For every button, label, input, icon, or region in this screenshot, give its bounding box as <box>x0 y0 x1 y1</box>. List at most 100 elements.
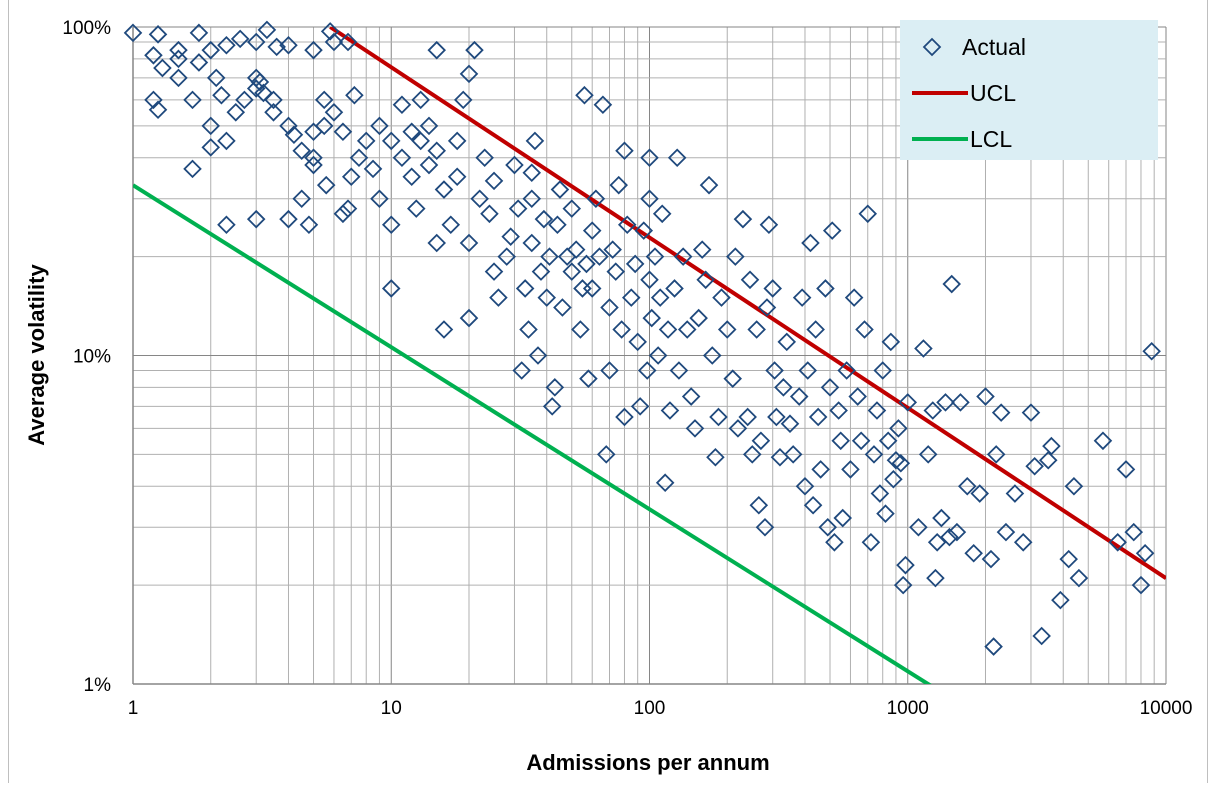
data-point <box>792 288 812 307</box>
data-point <box>789 387 809 406</box>
data-point <box>751 431 771 451</box>
data-point <box>699 175 719 195</box>
data-point <box>728 419 748 438</box>
data-point <box>246 209 266 229</box>
data-point <box>279 35 298 55</box>
data-point <box>304 155 323 175</box>
data-point <box>314 116 334 136</box>
data-point <box>553 298 572 317</box>
data-point <box>685 419 705 438</box>
data-point <box>545 378 565 397</box>
data-point <box>831 431 850 451</box>
data-point <box>169 68 188 88</box>
data-point <box>1131 575 1151 595</box>
data-point <box>757 298 777 317</box>
data-point <box>148 25 168 44</box>
data-point <box>637 361 657 380</box>
data-point <box>755 517 775 537</box>
legend-label: LCL <box>970 126 1012 152</box>
data-point <box>689 308 708 328</box>
data-point <box>537 288 557 307</box>
data-point <box>981 549 1001 569</box>
data-point <box>528 346 548 365</box>
data-point <box>1059 549 1078 569</box>
data-point <box>947 522 967 542</box>
data-point <box>579 369 598 388</box>
data-point <box>562 199 582 218</box>
data-point <box>876 504 895 523</box>
data-point <box>820 378 840 397</box>
chart-frame <box>8 0 1208 783</box>
ucl-line <box>329 27 1166 580</box>
data-point <box>673 247 693 266</box>
data-point <box>1042 436 1061 456</box>
data-point <box>640 148 659 167</box>
data-point <box>1013 533 1033 552</box>
data-point <box>861 533 881 552</box>
data-point <box>878 431 898 451</box>
data-point <box>615 407 634 427</box>
data-point <box>881 332 901 352</box>
data-point <box>419 155 439 175</box>
data-point <box>590 247 609 266</box>
data-point <box>858 204 878 224</box>
data-point <box>763 279 782 298</box>
data-point <box>264 90 283 110</box>
data-point <box>201 138 221 157</box>
data-point <box>884 469 903 489</box>
data-point <box>316 175 336 195</box>
data-point <box>183 90 202 110</box>
data-point <box>459 233 479 253</box>
data-point <box>148 100 168 119</box>
data-point <box>603 240 622 259</box>
data-point <box>829 401 848 420</box>
data-point <box>717 320 737 339</box>
legend-box <box>900 20 1158 160</box>
ucl-layer <box>329 27 1166 580</box>
data-point <box>816 279 835 298</box>
data-point <box>447 167 467 187</box>
data-point <box>951 393 970 412</box>
data-point <box>573 279 592 298</box>
data-point <box>254 83 273 103</box>
data-point <box>292 189 311 209</box>
data-point <box>783 445 803 464</box>
data-point <box>774 378 793 397</box>
data-point <box>566 240 586 259</box>
data-point <box>189 23 209 43</box>
data-point <box>1116 460 1136 479</box>
data-point <box>201 40 221 60</box>
data-point <box>642 308 661 328</box>
data-point <box>169 49 188 69</box>
y-axis-title: Average volatility <box>24 264 49 446</box>
data-point <box>991 403 1011 422</box>
data-point <box>645 247 665 266</box>
data-point <box>540 247 559 266</box>
data-point <box>508 199 528 218</box>
data-point <box>441 215 461 235</box>
data-point <box>230 29 250 49</box>
data-point <box>837 361 856 380</box>
data-point <box>1124 522 1144 542</box>
data-point <box>586 189 606 209</box>
data-point <box>634 221 654 240</box>
data-point <box>914 339 933 358</box>
data-point <box>677 320 697 339</box>
data-point <box>250 72 270 92</box>
data-point <box>349 148 369 167</box>
data-point <box>392 148 412 167</box>
legend-label: UCL <box>970 80 1016 106</box>
data-point <box>279 209 298 229</box>
data-point <box>392 95 412 114</box>
x-tick-label: 10000 <box>1140 698 1193 719</box>
data-point <box>818 517 838 537</box>
data-point <box>299 215 319 235</box>
data-point <box>169 40 188 60</box>
data-point <box>665 279 684 298</box>
data-point <box>669 361 689 380</box>
data-point <box>733 209 753 229</box>
data-point <box>257 20 277 40</box>
data-point <box>970 484 990 503</box>
data-point <box>740 270 760 290</box>
data-point <box>226 103 246 122</box>
